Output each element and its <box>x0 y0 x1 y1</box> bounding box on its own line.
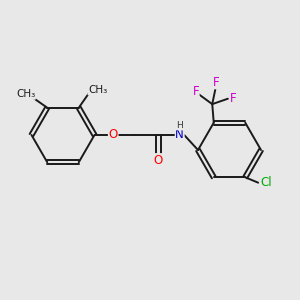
Text: CH₃: CH₃ <box>88 85 107 95</box>
Text: F: F <box>230 92 237 105</box>
Text: O: O <box>109 128 118 142</box>
Text: F: F <box>212 76 219 89</box>
Text: Cl: Cl <box>260 176 272 189</box>
Text: H: H <box>176 121 183 130</box>
Text: CH₃: CH₃ <box>16 89 35 99</box>
Text: O: O <box>154 154 163 167</box>
Text: N: N <box>175 128 184 142</box>
Text: F: F <box>192 85 199 98</box>
